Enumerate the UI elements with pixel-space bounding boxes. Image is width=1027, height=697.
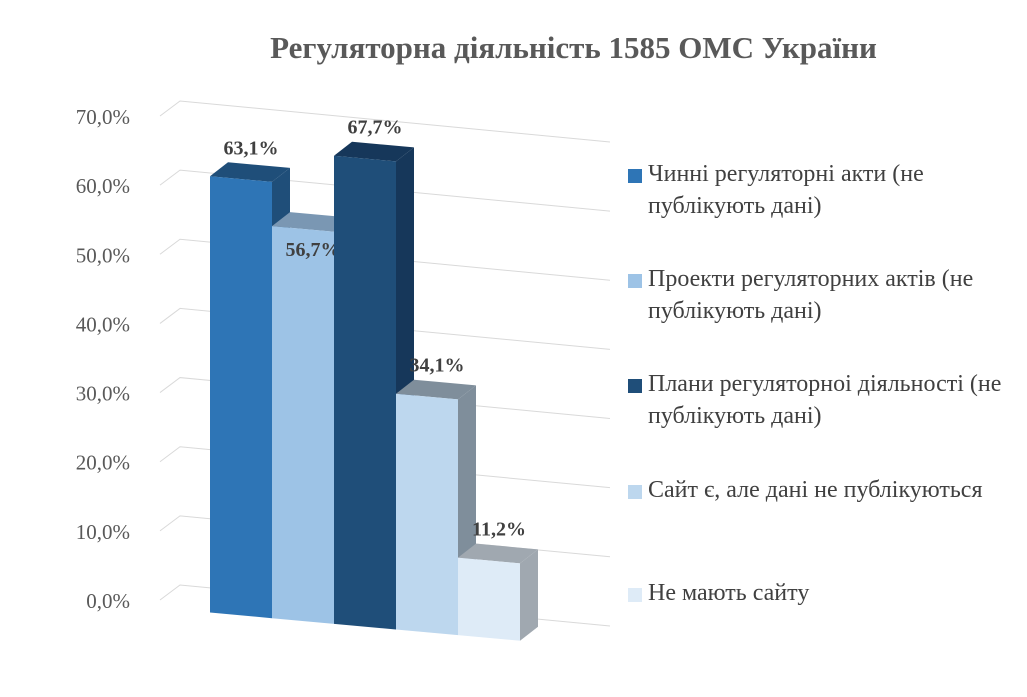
bar-top <box>396 379 476 400</box>
y-tick-label: 20,0% <box>76 451 130 475</box>
legend-label: Сайт є, але дані не публікуються <box>648 477 983 503</box>
bar <box>396 393 458 636</box>
legend-item: Проекти регуляторних актів (не публікуют… <box>628 263 1018 327</box>
legend-swatch <box>628 485 642 499</box>
y-tick-label: 60,0% <box>76 174 130 198</box>
y-tick-label: 40,0% <box>76 312 130 336</box>
gridline <box>159 169 611 212</box>
bar <box>272 226 334 624</box>
legend-label: Не мають сайту <box>648 580 810 606</box>
legend-label: Чинні регуляторні акти (не публікують да… <box>648 161 924 219</box>
gridline <box>159 307 611 350</box>
legend-label: Проекти регуляторних актів (не публікуют… <box>648 266 974 324</box>
legend-swatch <box>628 274 642 288</box>
gridline <box>159 238 611 281</box>
y-tick-label: 50,0% <box>76 243 130 267</box>
legend-swatch <box>628 379 642 393</box>
bar <box>334 155 396 630</box>
y-tick-label: 30,0% <box>76 382 130 406</box>
bar-top <box>210 162 290 182</box>
data-label: 63,1% <box>224 137 279 159</box>
chart-title: Регуляторна діяльність 1585 ОМС України <box>270 30 877 65</box>
bar-top <box>458 543 538 564</box>
bar-top <box>272 212 352 232</box>
data-label: 34,1% <box>410 355 465 377</box>
data-label: 67,7% <box>348 117 403 139</box>
bar <box>210 176 272 619</box>
data-label: 56,7% <box>286 239 341 261</box>
y-tick-label: 10,0% <box>76 520 130 544</box>
data-label: 11,2% <box>472 519 526 541</box>
legend-label: Плани регуляторноі діяльності (не публік… <box>648 371 1002 429</box>
bar-top <box>334 141 414 162</box>
legend-swatch <box>628 169 642 183</box>
y-tick-label: 0,0% <box>86 589 130 613</box>
gridline <box>159 100 611 143</box>
y-tick-label: 70,0% <box>76 105 130 129</box>
legend-item: Не мають сайту <box>628 577 1018 609</box>
legend-item: Сайт є, але дані не публікуються <box>628 474 1018 506</box>
bar <box>458 557 520 641</box>
legend-item: Плани регуляторноі діяльності (не публік… <box>628 368 1018 432</box>
legend-swatch <box>628 588 642 602</box>
legend-item: Чинні регуляторні акти (не публікують да… <box>628 158 1018 222</box>
bar-side <box>520 549 538 641</box>
